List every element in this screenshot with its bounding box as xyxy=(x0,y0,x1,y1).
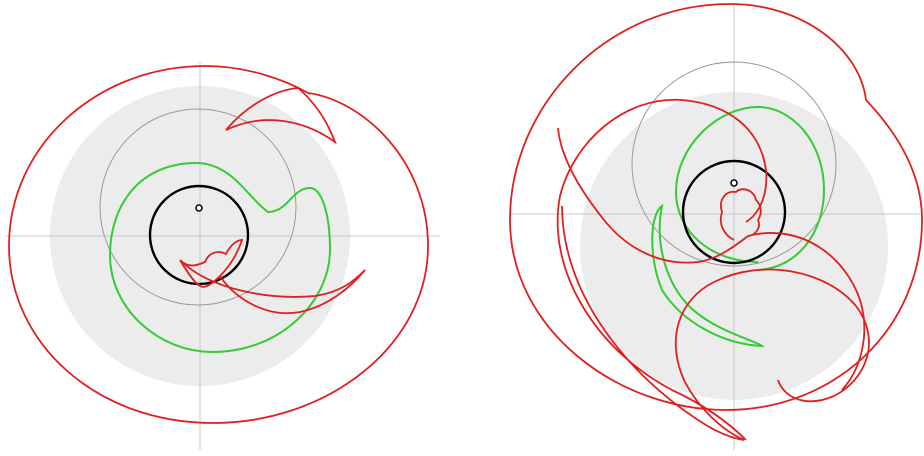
right-red-spiral-loop xyxy=(719,188,762,241)
right-panel xyxy=(462,0,924,456)
left-red-tail-1 xyxy=(219,269,366,314)
right-black-circle xyxy=(681,159,787,265)
right-green-spiral xyxy=(651,203,766,348)
right-origin-dot xyxy=(730,179,738,187)
left-panel xyxy=(6,62,440,450)
left-thin-circle xyxy=(99,108,297,306)
right-red-lower-loop xyxy=(674,268,870,441)
left-red-outer-curve xyxy=(8,65,429,424)
right-red-outer-curve xyxy=(509,3,923,411)
right-red-arm-3 xyxy=(561,205,745,441)
left-black-circle xyxy=(148,184,250,286)
right-red-arc-right xyxy=(747,232,866,391)
left-origin-dot xyxy=(195,204,203,212)
right-red-arm-2 xyxy=(557,127,749,264)
left-red-crescent-upper xyxy=(225,87,337,145)
right-thin-circle xyxy=(631,61,837,267)
right-red-arm-1 xyxy=(556,98,768,441)
left-red-spiral xyxy=(179,239,244,288)
left-green-curve xyxy=(108,161,332,354)
left-red-tail-2 xyxy=(179,259,366,298)
right-diagram xyxy=(509,3,923,450)
left-diagram xyxy=(6,62,440,450)
